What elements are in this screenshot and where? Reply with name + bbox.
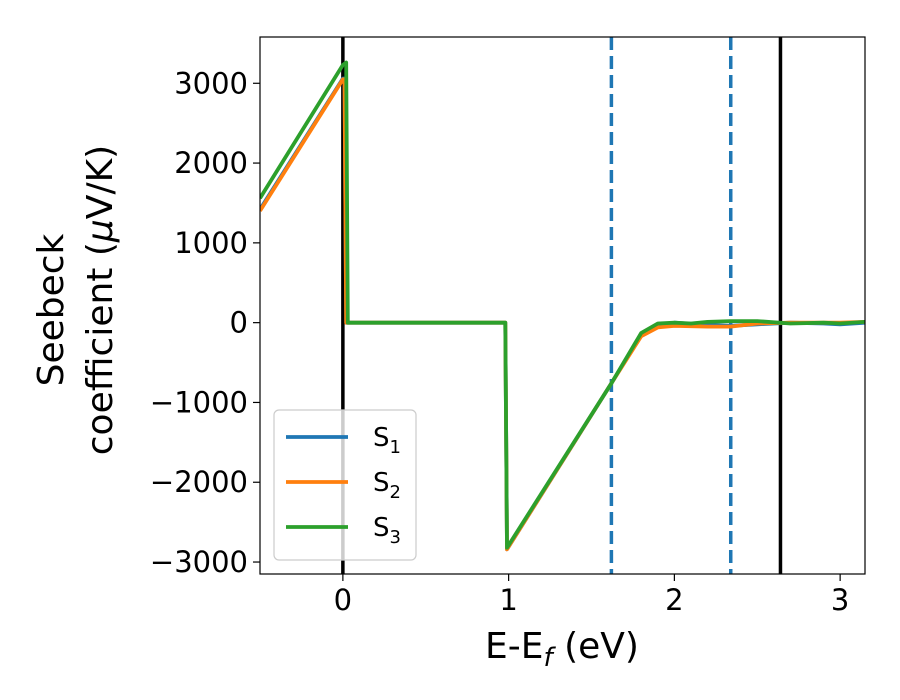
x-tick-label: 3 xyxy=(831,583,849,617)
legend-box xyxy=(273,409,417,561)
series-layer xyxy=(260,60,865,552)
x-tick-label: 2 xyxy=(665,583,683,617)
y-tick-label: 0 xyxy=(230,306,248,340)
y-axis-label-line1: Seebeck xyxy=(31,233,72,386)
x-tick-label: 0 xyxy=(334,583,352,617)
y-tick-label: 1000 xyxy=(174,226,248,260)
y-tick-label: −1000 xyxy=(150,385,248,419)
plot-frame xyxy=(259,36,866,575)
legend-label-s2: S2 xyxy=(373,468,401,503)
y-tick-label: −2000 xyxy=(150,465,248,499)
y-axis-label-line2: coefficient (μV/K) xyxy=(80,145,121,455)
axis-ticks: 0 1 2 3 3000 2000 1000 0 −1000 −2000 −3000 xyxy=(150,66,849,617)
y-tick-label: 3000 xyxy=(174,66,248,100)
y-tick-label: −3000 xyxy=(150,545,248,579)
legend-label-s1: S1 xyxy=(373,423,401,458)
series-line-s3 xyxy=(260,60,865,550)
y-tick-label: 2000 xyxy=(174,146,248,180)
x-axis-label: E-Ef (eV) xyxy=(485,626,639,673)
legend: S1 S2 S3 xyxy=(273,409,417,561)
x-tick-label: 1 xyxy=(499,583,517,617)
legend-label-s3: S3 xyxy=(373,513,401,548)
